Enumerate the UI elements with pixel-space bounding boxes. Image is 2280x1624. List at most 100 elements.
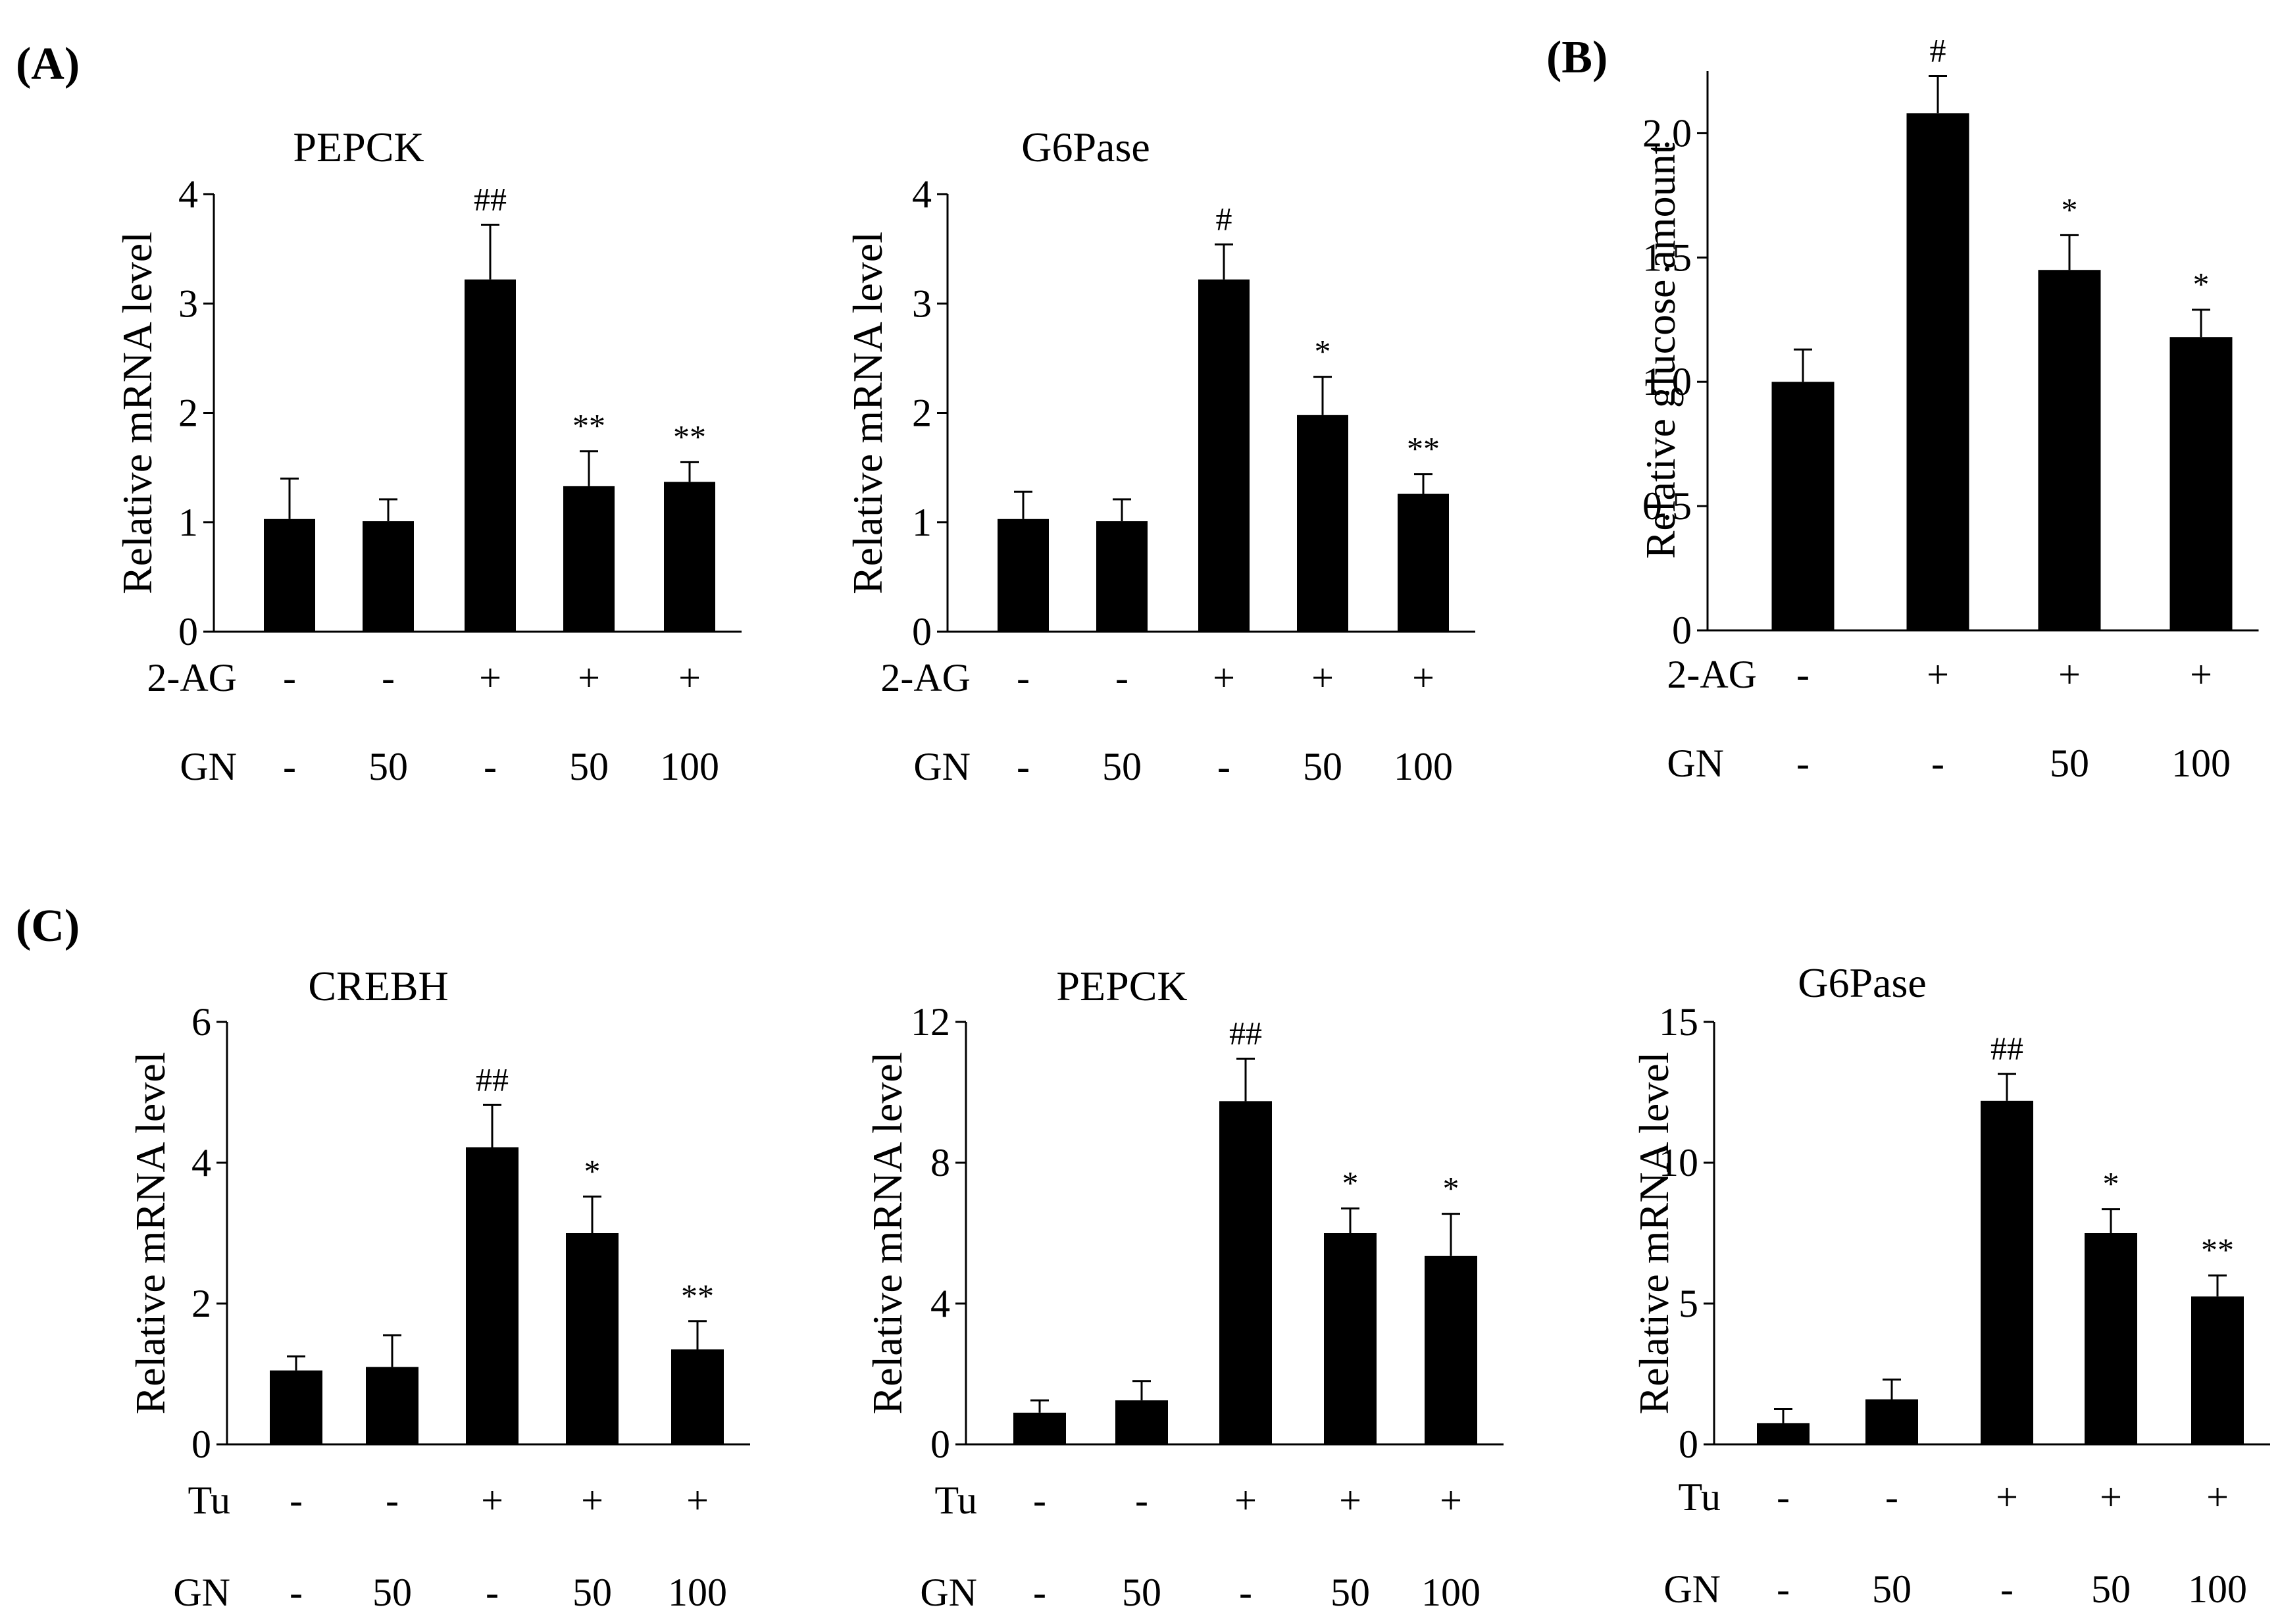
significance-marker: * — [584, 1152, 601, 1189]
bar — [1757, 1423, 1810, 1444]
y-tick-label: 1 — [178, 501, 198, 544]
treatment-value: - — [290, 1479, 303, 1522]
y-tick-label: 2 — [178, 392, 198, 435]
significance-marker: ## — [1229, 1015, 1262, 1052]
treatment-value: 100 — [668, 1571, 727, 1614]
y-tick-label: 0 — [191, 1423, 211, 1466]
treatment-row-label: GN — [1663, 1567, 1721, 1611]
y-tick-label: 4 — [912, 172, 932, 216]
treatment-value: - — [1135, 1479, 1148, 1522]
bar — [2085, 1233, 2137, 1444]
y-tick-label: 8 — [930, 1141, 950, 1184]
treatment-value: - — [1017, 745, 1030, 788]
treatment-row-label: GN — [180, 745, 237, 788]
treatment-value: 50 — [1330, 1571, 1370, 1614]
treatment-value: - — [2000, 1567, 2014, 1611]
y-tick-label: 2 — [912, 392, 932, 435]
treatment-value: + — [1412, 656, 1434, 699]
y-axis-label: Relative mRNA level — [844, 232, 891, 594]
treatment-value: + — [1339, 1479, 1361, 1522]
treatment-value: 50 — [2091, 1567, 2131, 1611]
treatment-value: + — [481, 1479, 503, 1522]
treatment-value: + — [479, 656, 501, 699]
y-tick-label: 0 — [930, 1423, 950, 1466]
significance-marker: ** — [2201, 1231, 2234, 1268]
significance-marker: * — [2193, 266, 2210, 303]
treatment-value: + — [1440, 1479, 1462, 1522]
treatment-value: + — [1234, 1479, 1257, 1522]
y-tick-label: 4 — [930, 1282, 950, 1325]
treatment-row-label: Tu — [934, 1479, 977, 1522]
treatment-row-label: 2-AG — [1667, 653, 1757, 696]
chart-title: G6Pase — [1798, 959, 1927, 1006]
bar-chart: Relative glucose amount 0 0.5 1.0 1.5 2.0 # * * 2… — [1637, 32, 2259, 785]
significance-marker: * — [2062, 191, 2078, 228]
y-tick-label: 1.0 — [1642, 360, 1692, 403]
bar — [2169, 337, 2233, 630]
treatment-row-label: GN — [173, 1571, 230, 1614]
bar — [1115, 1400, 1168, 1444]
y-axis-label: Relative mRNA level — [864, 1052, 911, 1415]
significance-marker: ** — [572, 407, 605, 444]
treatment-value: 100 — [2188, 1567, 2247, 1611]
treatment-value: 50 — [1303, 745, 1342, 788]
bar — [664, 482, 715, 632]
bar — [1906, 113, 1969, 630]
treatment-value: - — [1017, 656, 1030, 699]
treatment-value: 50 — [2050, 742, 2089, 785]
y-tick-label: 1.5 — [1642, 236, 1692, 279]
treatment-value: 50 — [569, 745, 609, 788]
treatment-value: - — [486, 1571, 499, 1614]
treatment-value: + — [1311, 656, 1334, 699]
significance-marker: * — [1443, 1170, 1459, 1207]
treatment-value: + — [2190, 653, 2212, 696]
bar — [1865, 1399, 1918, 1444]
treatment-value: 50 — [572, 1571, 612, 1614]
y-axis-label: Relative mRNA level — [114, 232, 161, 594]
significance-marker: ## — [476, 1061, 509, 1098]
y-tick-label: 15 — [1659, 1000, 1698, 1044]
significance-marker: ## — [1990, 1030, 2023, 1067]
treatment-row-label: GN — [913, 745, 971, 788]
y-tick-label: 1 — [912, 501, 932, 544]
treatment-value: - — [1115, 656, 1128, 699]
treatment-value: + — [1927, 653, 1949, 696]
treatment-row-label: 2-AG — [147, 656, 237, 699]
significance-marker: # — [1930, 32, 1946, 69]
treatment-value: - — [283, 656, 296, 699]
significance-marker: ** — [1407, 430, 1440, 467]
y-axis-label: Relative mRNA level — [1631, 1052, 1677, 1415]
treatment-value: + — [2100, 1475, 2122, 1519]
y-tick-label: 10 — [1659, 1141, 1698, 1184]
bar — [563, 486, 615, 632]
y-tick-label: 0 — [912, 610, 932, 653]
treatment-value: 50 — [1102, 745, 1142, 788]
bar — [1398, 494, 1449, 632]
treatment-value: 100 — [1421, 1571, 1481, 1614]
chart-title: PEPCK — [1056, 963, 1187, 1009]
treatment-value: 100 — [660, 745, 719, 788]
treatment-value: 100 — [1394, 745, 1453, 788]
bar — [671, 1349, 724, 1444]
y-tick-label: 0 — [1672, 609, 1692, 652]
treatment-value: - — [382, 656, 395, 699]
treatment-value: + — [2058, 653, 2081, 696]
bar — [566, 1233, 619, 1444]
panel-letter-c: (C) — [16, 901, 80, 952]
significance-marker: * — [1342, 1165, 1359, 1202]
bar — [465, 279, 516, 632]
bar — [1219, 1101, 1272, 1444]
treatment-value: - — [1796, 742, 1810, 785]
treatment-value: - — [1796, 653, 1810, 696]
treatment-value: - — [1033, 1479, 1046, 1522]
significance-marker: ** — [681, 1277, 714, 1314]
y-tick-label: 0 — [178, 610, 198, 653]
bar — [264, 519, 315, 632]
treatment-row-label: GN — [1667, 742, 1724, 785]
treatment-value: - — [1033, 1571, 1046, 1614]
bar — [998, 519, 1049, 632]
y-tick-label: 4 — [191, 1141, 211, 1184]
